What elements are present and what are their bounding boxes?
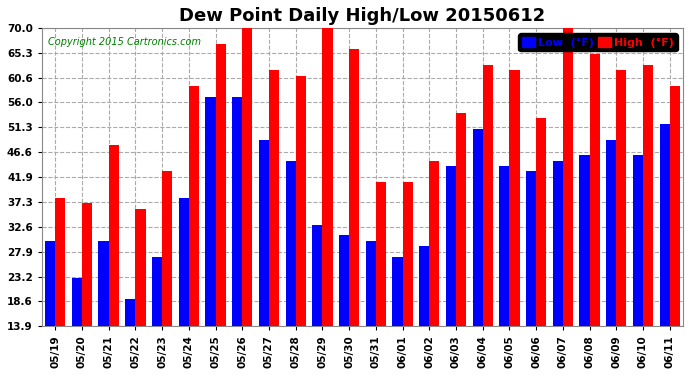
Bar [206, 97, 215, 326]
Bar [295, 76, 306, 326]
Bar [376, 182, 386, 326]
Bar [269, 70, 279, 326]
Bar [526, 171, 536, 326]
Bar [135, 209, 146, 326]
Bar [580, 156, 589, 326]
Bar [312, 225, 322, 326]
Bar [162, 171, 172, 326]
Bar [563, 28, 573, 326]
Bar [152, 256, 162, 326]
Bar [446, 166, 456, 326]
Bar [99, 240, 108, 326]
Bar [660, 124, 670, 326]
Bar [366, 240, 376, 326]
Bar [349, 49, 359, 326]
Bar [509, 70, 520, 326]
Bar [670, 86, 680, 326]
Bar [393, 256, 402, 326]
Bar [108, 145, 119, 326]
Bar [72, 278, 82, 326]
Bar [473, 129, 483, 326]
Bar [125, 299, 135, 326]
Bar [429, 161, 440, 326]
Bar [500, 166, 509, 326]
Bar [536, 118, 546, 326]
Bar [322, 28, 333, 326]
Text: Copyright 2015 Cartronics.com: Copyright 2015 Cartronics.com [48, 37, 201, 47]
Bar [179, 198, 189, 326]
Bar [633, 156, 643, 326]
Bar [215, 44, 226, 326]
Bar [643, 65, 653, 326]
Bar [606, 140, 616, 326]
Bar [616, 70, 627, 326]
Title: Dew Point Daily High/Low 20150612: Dew Point Daily High/Low 20150612 [179, 7, 546, 25]
Bar [232, 97, 242, 326]
Bar [402, 182, 413, 326]
Bar [286, 161, 295, 326]
Bar [553, 161, 563, 326]
Bar [483, 65, 493, 326]
Bar [339, 235, 349, 326]
Legend: Low  (°F), High  (°F): Low (°F), High (°F) [518, 33, 678, 51]
Bar [189, 86, 199, 326]
Bar [82, 203, 92, 326]
Bar [259, 140, 269, 326]
Bar [45, 240, 55, 326]
Bar [589, 54, 600, 326]
Bar [456, 113, 466, 326]
Bar [242, 17, 253, 326]
Bar [55, 198, 66, 326]
Bar [419, 246, 429, 326]
